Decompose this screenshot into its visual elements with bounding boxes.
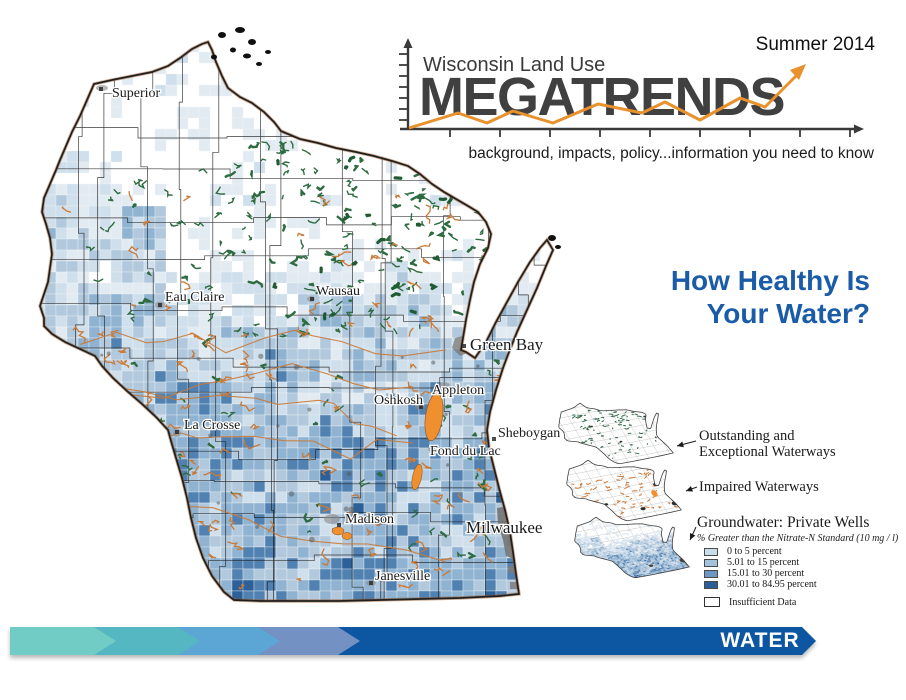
- city-dot: [492, 437, 496, 441]
- banner-chevron: [258, 627, 360, 655]
- banner-chevron: [10, 627, 116, 655]
- choropleth-legend: 0 to 5 percent 5.01 to 15 percent 15.01 to…: [704, 546, 817, 609]
- city-label: Superior: [112, 86, 161, 101]
- city-label: La Crosse: [184, 418, 240, 433]
- layer-label-groundwater: Groundwater: Private Wells: [697, 514, 870, 531]
- layer-label-groundwater-sub: % Greater than the Nitrate-N Standard (1…: [697, 533, 899, 544]
- layer-label-outstanding: Outstanding and Exceptional Waterways: [699, 428, 836, 460]
- city-label: Eau Claire: [165, 290, 224, 305]
- masthead-title: MEGATRENDS: [419, 67, 786, 127]
- layer-pointer-arrows: [676, 440, 698, 541]
- legend-swatch: [704, 569, 718, 578]
- mini-map-layer-top: [553, 388, 682, 472]
- legend-row: 0 to 5 percent: [704, 546, 817, 557]
- city-label: Oshkosh: [374, 393, 423, 408]
- legend-label: 30.01 to 84.95 percent: [727, 579, 817, 590]
- banner-chevron: [178, 627, 280, 655]
- wisconsin-choropleth-map: Superior Eau Claire Wausau Green Bay Oshkosh…: [38, 27, 562, 603]
- layer-label-impaired: Impaired Waterways: [699, 479, 819, 495]
- state-outline: [39, 40, 554, 602]
- city-dot: [337, 523, 341, 527]
- city-label: Wausau: [316, 284, 360, 299]
- masthead-tagline: background, impacts, policy...informatio…: [468, 145, 874, 162]
- city-dot: [462, 344, 466, 348]
- city-dot: [419, 405, 423, 409]
- legend-swatch-insufficient: [704, 597, 720, 607]
- legend-label: 5.01 to 15 percent: [727, 557, 800, 568]
- headline-line1: How Healthy Is: [670, 265, 870, 296]
- legend-row: 30.01 to 84.95 percent: [704, 579, 817, 590]
- banner-bar: [338, 627, 816, 655]
- map-layer-stack-diagram: [553, 383, 698, 585]
- city-dot: [431, 448, 435, 452]
- apostle-islands: [211, 27, 561, 249]
- city-label: Appleton: [432, 383, 484, 398]
- water-banner-arrow: [10, 627, 816, 655]
- masthead-kicker: Wisconsin Land Use: [423, 54, 606, 76]
- legend-swatch: [704, 580, 718, 589]
- legend-swatch: [704, 547, 718, 556]
- city-dot: [369, 581, 373, 585]
- legend-label: 15.01 to 30 percent: [727, 568, 805, 579]
- legend-row: 5.01 to 15 percent: [704, 557, 817, 568]
- city-labels: Superior Eau Claire Wausau Green Bay Oshkosh…: [99, 85, 562, 585]
- city-dot: [158, 303, 162, 307]
- city-label: Madison: [345, 512, 394, 527]
- issue-headline: How Healthy Is Your Water?: [671, 264, 870, 330]
- city-label: Green Bay: [470, 335, 544, 354]
- legend-label-insufficient: Insufficient Data: [729, 596, 797, 608]
- trend-line-overlay: [408, 64, 806, 130]
- city-label: Sheboygan: [498, 426, 560, 441]
- city-dot: [310, 297, 314, 301]
- megatrends-logo-chart: [399, 38, 864, 137]
- banner-chevron: [94, 627, 200, 655]
- mini-map-layer-mid: [553, 445, 690, 529]
- banner-section-label: WATER: [720, 629, 800, 652]
- city-dot: [175, 430, 179, 434]
- city-label: Milwaukee: [466, 518, 542, 537]
- legend-row: 15.01 to 30 percent: [704, 568, 817, 579]
- city-label: Janesville: [375, 569, 430, 584]
- legend-label: 0 to 5 percent: [727, 546, 782, 557]
- city-label: Fond du Lac: [430, 444, 501, 459]
- headline-line2: Your Water?: [706, 298, 870, 329]
- issue-date: Summer 2014: [755, 34, 875, 55]
- legend-row-insufficient: Insufficient Data: [704, 595, 817, 609]
- legend-swatch: [704, 558, 718, 567]
- lake-winnebago: [331, 392, 444, 540]
- city-dot: [99, 87, 103, 91]
- city-dot: [442, 387, 446, 391]
